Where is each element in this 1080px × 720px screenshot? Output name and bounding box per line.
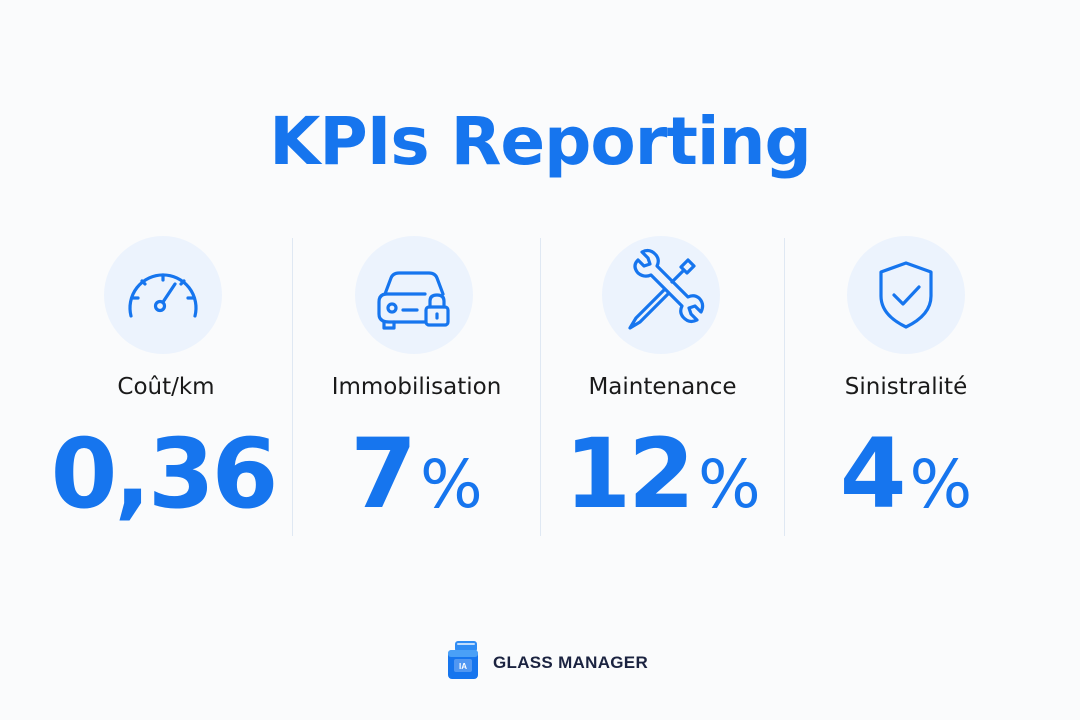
kpi-value-unit: %	[909, 446, 973, 523]
kpi-value-unit: %	[420, 446, 483, 523]
kpi-row: Coût/km 0,36 Immobilisation	[40, 236, 1040, 536]
kpi-card-maintenance: Maintenance 12%	[541, 236, 784, 536]
kpi-label: Sinistralité	[844, 374, 968, 400]
speedometer-icon	[104, 236, 222, 354]
divider	[540, 238, 541, 536]
kpi-value-number: 12	[564, 418, 695, 530]
brand-name: GLASS MANAGER	[493, 653, 649, 672]
page-title: KPIs Reporting	[269, 103, 811, 180]
kpi-value: 0,36	[40, 424, 292, 552]
kpi-value-number: 4	[839, 418, 907, 530]
kpi-label: Coût/km	[117, 374, 215, 400]
kpi-value-unit: %	[697, 446, 761, 523]
kpi-value: 7%	[293, 424, 540, 552]
kpi-value-number: 7	[350, 418, 417, 530]
kpi-card-cost: Coût/km 0,36	[40, 236, 292, 536]
divider	[784, 238, 785, 536]
car-lock-icon	[355, 236, 473, 354]
brand-logo: IA	[446, 640, 482, 680]
shield-check-icon	[847, 236, 965, 354]
kpi-value-number: 0,36	[50, 418, 279, 530]
kpi-card-sinistralite: Sinistralité 4%	[785, 236, 1040, 536]
kpi-card-immobilisation: Immobilisation 7%	[293, 236, 540, 536]
footer: IA GLASS MANAGER	[0, 640, 1080, 682]
kpi-label: Maintenance	[588, 374, 737, 400]
kpi-value: 4%	[785, 424, 1027, 552]
kpi-label: Immobilisation	[331, 374, 502, 400]
kpi-value: 12%	[541, 424, 784, 552]
logo-text: IA	[459, 662, 467, 671]
wrench-screwdriver-icon	[602, 236, 720, 354]
divider	[292, 238, 293, 536]
